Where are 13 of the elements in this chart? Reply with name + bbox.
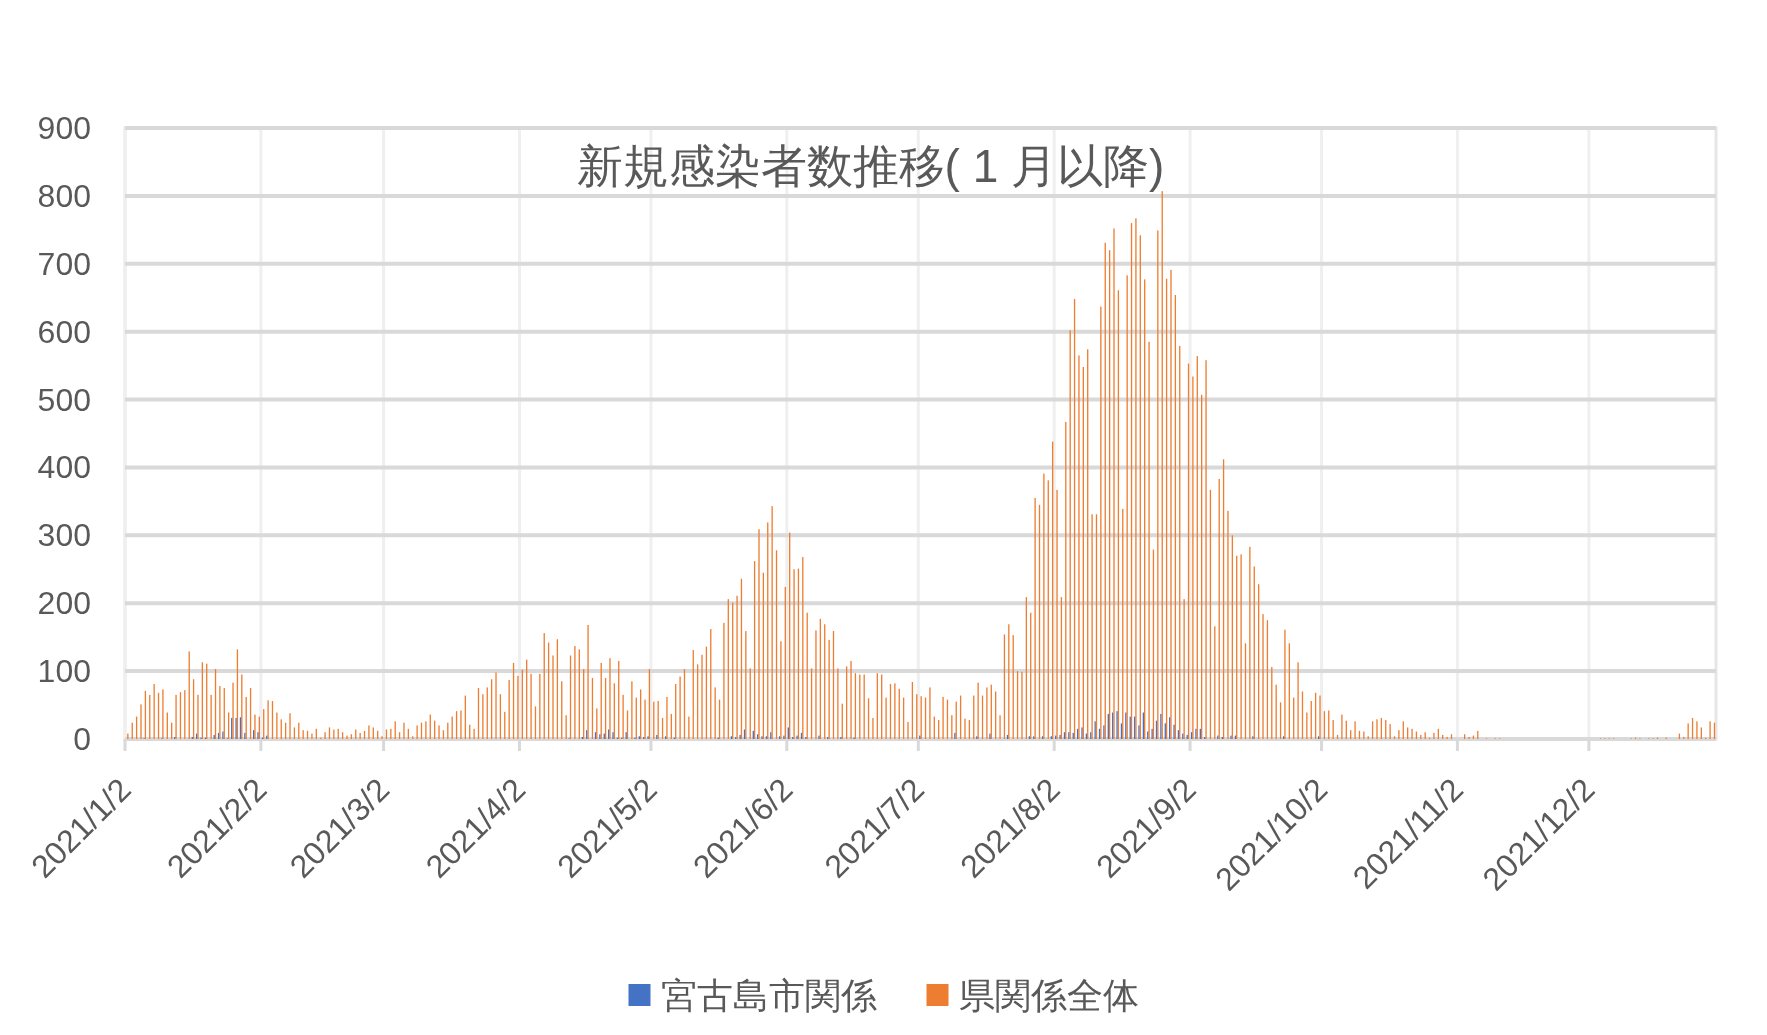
y-tick-label: 900 [37,110,91,146]
y-tick-label: 500 [37,381,91,418]
y-tick-label: 0 [73,721,91,757]
legend-label: 県関係全体 [958,974,1139,1016]
y-tick-label: 600 [37,313,91,350]
y-tick-label: 800 [37,177,91,214]
y-tick-label: 700 [37,245,91,282]
y-tick-label: 200 [37,585,91,622]
y-tick-label: 400 [37,449,91,486]
y-tick-label: 300 [37,517,91,554]
y-tick-label: 100 [37,653,91,690]
legend-label: 宮古島市関係 [660,974,877,1016]
chart-title: 新規感染者数推移( 1 月以降) [576,140,1165,192]
